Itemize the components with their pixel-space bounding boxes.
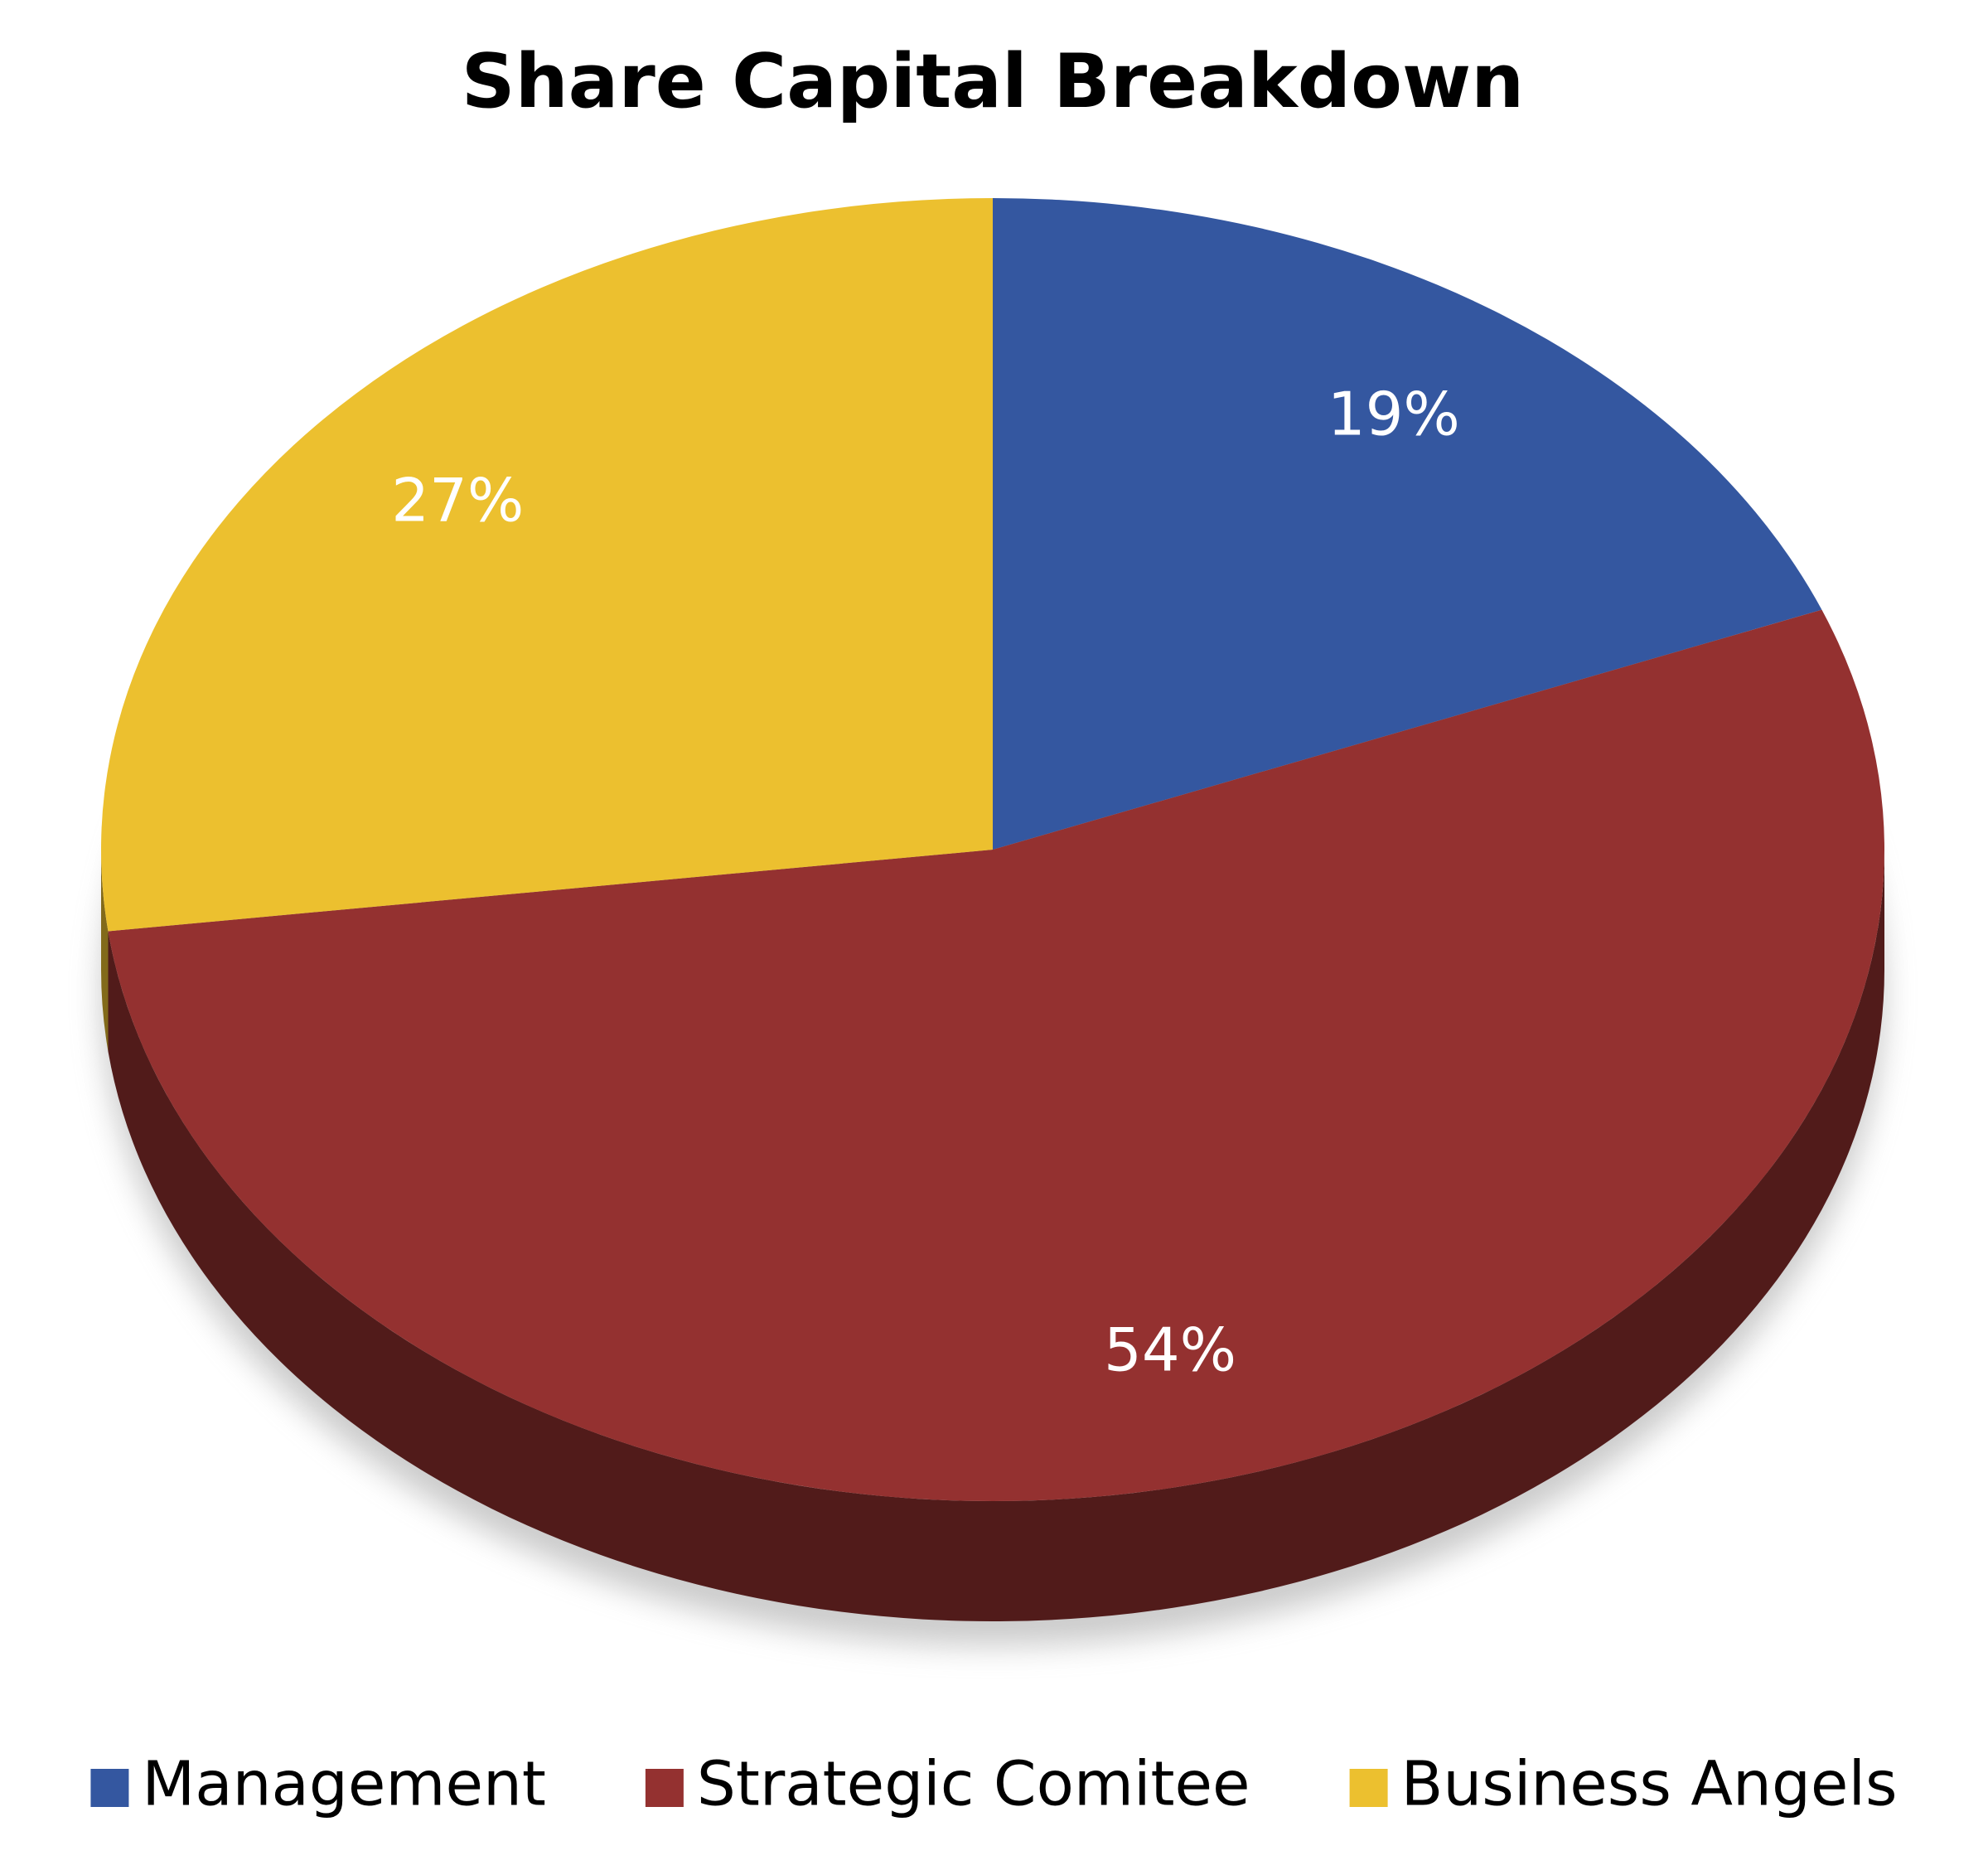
legend-label: Business Angels	[1401, 1749, 1898, 1820]
legend-swatch	[1349, 1769, 1388, 1807]
slice-side	[108, 850, 1884, 1622]
legend: Management Strategic Comitee Business Ange…	[90, 1749, 1898, 1820]
value-label: 19%	[1328, 379, 1460, 448]
slice	[100, 198, 993, 932]
pie: 19% 54% 27%	[100, 198, 1885, 1646]
legend-item: Management	[90, 1749, 546, 1820]
value-label: 27%	[391, 466, 524, 535]
legend-label: Management	[142, 1749, 545, 1820]
slice-side	[101, 850, 109, 1052]
slice	[108, 609, 1885, 1502]
legend-swatch	[645, 1769, 684, 1807]
legend-item: Strategic Comitee	[645, 1749, 1250, 1820]
chart-title: Share Capital Breakdown	[462, 38, 1524, 125]
value-label: 54%	[1104, 1315, 1236, 1385]
legend-item: Business Angels	[1349, 1749, 1898, 1820]
legend-label: Strategic Comitee	[697, 1749, 1250, 1820]
slice	[993, 198, 1822, 850]
legend-swatch	[90, 1769, 129, 1807]
